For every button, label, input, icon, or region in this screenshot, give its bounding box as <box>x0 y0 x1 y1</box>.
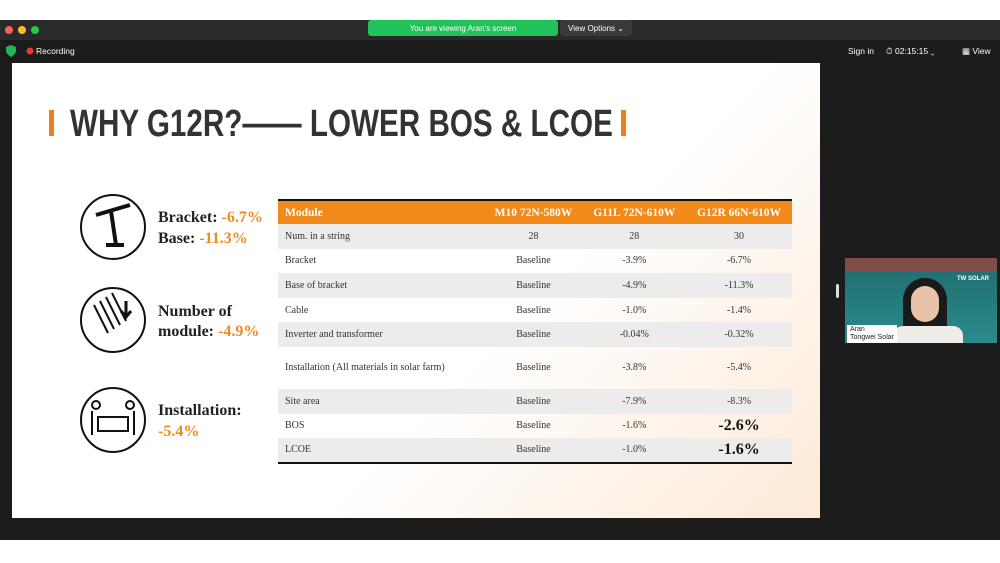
table-cell: -1.0% <box>622 304 647 316</box>
highlight-line: Base: -11.3% <box>158 230 248 248</box>
table-row: Inverter and transformer Baseline -0.04% -0… <box>278 322 792 347</box>
slide-title: WHY G12R?—— LOWER BOS & LCOE <box>70 103 613 145</box>
recording-dot <box>26 47 34 55</box>
table-cell: Baseline <box>516 362 551 374</box>
table-row: BOS Baseline -1.6% -2.6% <box>278 414 792 439</box>
table-cell: -0.04% <box>619 329 649 341</box>
highlight-label: Installation: <box>158 402 242 419</box>
table-cell: Baseline <box>516 279 551 291</box>
sign-in-button[interactable]: Sign in <box>848 46 874 56</box>
table-cell: BOS <box>285 420 305 432</box>
highlight-value: -11.3% <box>199 230 248 247</box>
highlight-line: Bracket: -6.7% <box>158 209 263 227</box>
table-cell: 28 <box>528 230 539 242</box>
table-cell: -6.7% <box>726 255 752 267</box>
highlight-value: -4.9% <box>218 323 260 340</box>
table-cell: -3.8% <box>622 362 647 374</box>
table-cell: Baseline <box>516 395 551 407</box>
view-options-label: View Options <box>568 23 616 33</box>
title-bar-right <box>621 110 626 136</box>
table-cell: -1.4% <box>726 304 752 316</box>
table-cell: -0.32% <box>724 329 754 341</box>
table-cell: Installation (All materials in solar far… <box>285 362 445 374</box>
table-cell: Inverter and transformer <box>285 329 383 341</box>
header-cell: G11L 72N-610W <box>582 200 687 224</box>
table-cell: -8.3% <box>726 395 752 407</box>
participant-video: TW SOLAR Aran Tongwei Solar <box>845 258 997 343</box>
table-cell: Baseline <box>516 255 551 267</box>
table-row: LCOE Baseline -1.0% -1.6% <box>278 438 792 463</box>
table-row: Base of bracket Baseline -4.9% -11.3% <box>278 273 792 298</box>
highlight-line: Number of <box>158 303 232 321</box>
clock: ⏱ 02:15:15 ⌄ <box>886 46 935 56</box>
participant-company: Tongwei Solar <box>850 334 894 341</box>
table-cell: Base of bracket <box>285 279 348 291</box>
icons <box>80 194 146 453</box>
view-options-button[interactable]: View Options ⌄ <box>560 20 632 36</box>
table-cell: -3.9% <box>622 255 647 267</box>
table-cell: -1.0% <box>622 444 647 456</box>
table-cell: Cable <box>285 304 309 316</box>
highlight-line: Installation: <box>158 402 242 420</box>
highlight-value: -5.4% <box>158 423 200 440</box>
highlight-label: Bracket: <box>158 209 218 226</box>
table-cell: Baseline <box>516 420 551 432</box>
table-row: Cable Baseline -1.0% -1.4% <box>278 298 792 323</box>
participant-name: Aran <box>850 326 865 333</box>
table-header: Module M10 72N-580W G11L 72N-610W G12R 66N-… <box>278 200 792 224</box>
highlight-value: -6.7% <box>221 209 263 226</box>
table-row: Site area Baseline -7.9% -8.3% <box>278 388 792 414</box>
view-label: View <box>972 46 991 56</box>
view-button[interactable]: ▦ View <box>962 46 991 56</box>
table-cell: -5.4% <box>726 362 752 374</box>
highlight-label: Number of <box>158 303 232 320</box>
table-cell: Baseline <box>516 304 551 316</box>
highlight-label: Base: <box>158 230 196 247</box>
comparison-table: Module M10 72N-580W G11L 72N-610W G12R 66N-… <box>278 199 792 464</box>
title-bar-left <box>49 110 54 136</box>
shared-slide: WHY G12R?—— LOWER BOS & LCOE Bracket: -6… <box>12 63 820 518</box>
table-row: Bracket Baseline -3.9% -6.7% <box>278 249 792 274</box>
table-cell: -4.9% <box>622 279 647 291</box>
table-cell: -11.3% <box>724 279 754 291</box>
table-cell: Baseline <box>516 329 551 341</box>
share-notice: You are viewing Aran's screen <box>368 20 558 36</box>
panel-divider[interactable] <box>836 284 839 298</box>
table-cell: -2.6% <box>718 416 760 434</box>
table-cell: 30 <box>734 230 745 242</box>
recording-label: Recording <box>36 46 75 56</box>
header-cell: Module <box>278 200 485 224</box>
table-row: Installation (All materials in solar far… <box>278 347 792 389</box>
window-controls <box>5 26 39 34</box>
table-cell: -1.6% <box>622 420 647 432</box>
security-icon <box>6 45 16 57</box>
table-cell: LCOE <box>285 444 312 456</box>
table-cell: -7.9% <box>622 395 647 407</box>
table-cell: Site area <box>285 395 320 407</box>
table-cell: 28 <box>629 230 640 242</box>
name-tag: Aran Tongwei Solar <box>847 325 897 343</box>
logo-text: TW SOLAR <box>957 276 989 282</box>
highlight-line: module: -4.9% <box>158 323 259 341</box>
highlight-label: module: <box>158 323 214 340</box>
header-cell: G12R 66N-610W <box>686 200 792 224</box>
table-cell: Bracket <box>285 255 317 267</box>
table-cell: Num. in a string <box>285 230 350 242</box>
header-cell: M10 72N-580W <box>484 200 583 224</box>
table-cell: -1.6% <box>718 440 760 458</box>
clock-text: 02:15:15 <box>895 46 929 56</box>
highlight-line: -5.4% <box>158 423 199 441</box>
table-cell: Baseline <box>516 444 551 456</box>
table-row: Num. in a string 28 28 30 <box>278 224 792 249</box>
